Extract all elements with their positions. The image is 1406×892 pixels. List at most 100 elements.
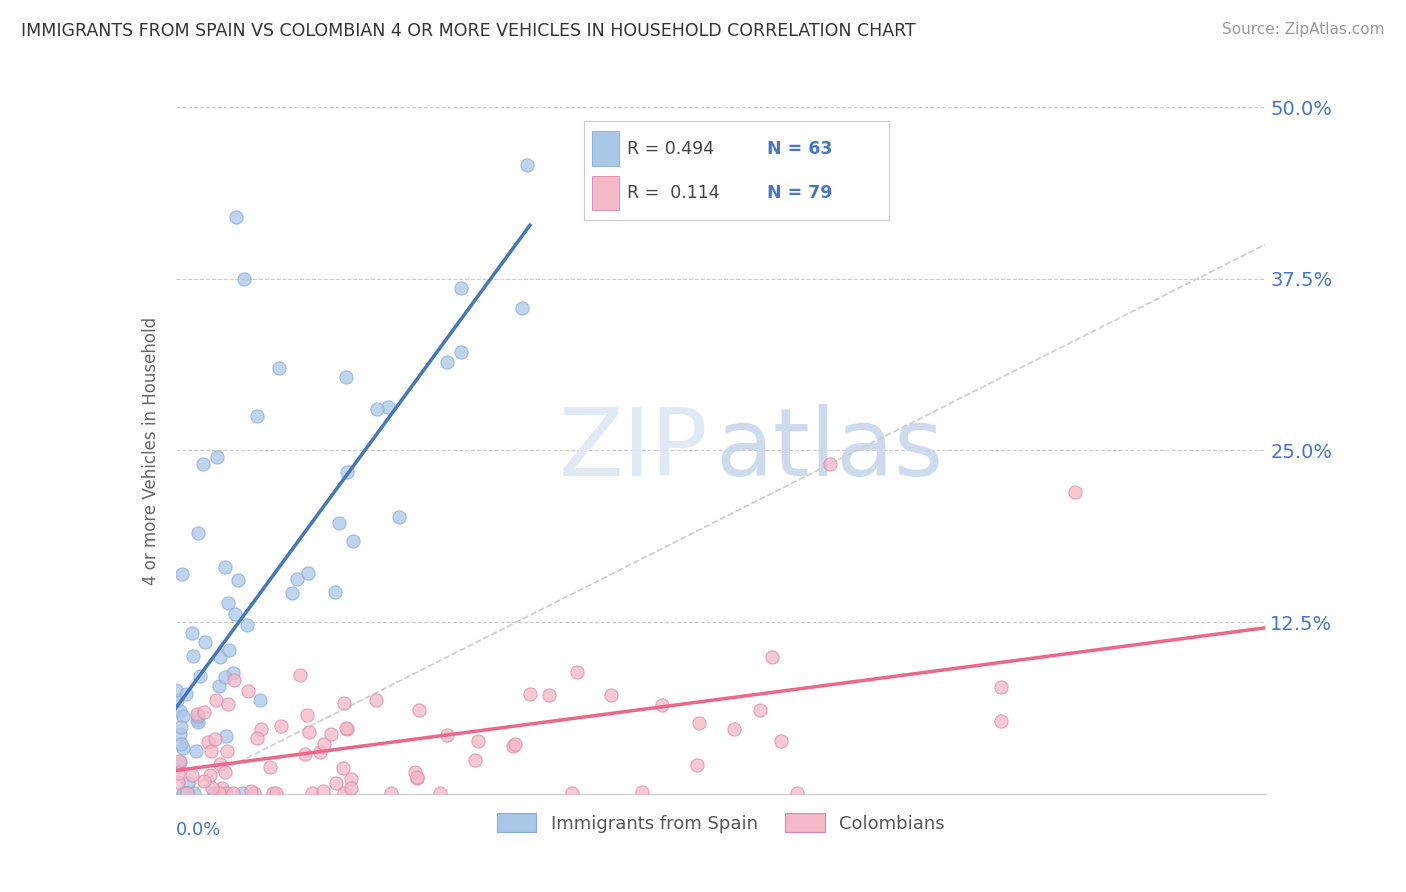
Point bbox=[231, 785, 253, 799]
Point bbox=[243, 785, 266, 799]
Point bbox=[561, 785, 583, 799]
Point bbox=[215, 744, 238, 758]
Point bbox=[169, 704, 191, 718]
Point bbox=[208, 785, 231, 799]
Point bbox=[406, 771, 429, 785]
Point bbox=[290, 668, 312, 682]
Point bbox=[187, 715, 209, 730]
Point bbox=[1063, 484, 1085, 499]
Point bbox=[467, 734, 489, 748]
Text: ZIP: ZIP bbox=[558, 404, 709, 497]
Point bbox=[236, 684, 259, 698]
Point bbox=[364, 693, 387, 707]
Point bbox=[166, 692, 188, 706]
Point bbox=[259, 760, 281, 774]
Point bbox=[295, 707, 318, 722]
Point bbox=[287, 572, 309, 586]
Point bbox=[184, 744, 207, 758]
Point bbox=[567, 665, 589, 680]
Point bbox=[186, 525, 209, 540]
Point bbox=[406, 770, 429, 784]
Point bbox=[214, 560, 236, 574]
Point bbox=[249, 693, 271, 707]
Point bbox=[328, 516, 350, 531]
Point bbox=[167, 759, 190, 773]
Point bbox=[380, 785, 402, 799]
Point bbox=[366, 402, 388, 417]
Point bbox=[224, 607, 246, 622]
Point bbox=[197, 735, 219, 749]
Point bbox=[176, 687, 198, 701]
Point bbox=[280, 586, 302, 600]
Point bbox=[297, 725, 319, 739]
Point bbox=[204, 732, 226, 747]
Point bbox=[165, 682, 187, 697]
Point bbox=[183, 785, 205, 799]
Point bbox=[339, 772, 361, 787]
Point bbox=[193, 774, 215, 789]
Point bbox=[761, 649, 783, 664]
Point bbox=[408, 703, 430, 717]
Point bbox=[450, 344, 472, 359]
Point bbox=[224, 673, 246, 688]
Point bbox=[176, 785, 198, 799]
Point bbox=[226, 573, 249, 587]
Point bbox=[512, 301, 534, 315]
Point bbox=[332, 761, 354, 775]
Point bbox=[537, 688, 560, 702]
Point bbox=[270, 718, 292, 732]
Point bbox=[173, 785, 195, 799]
Point bbox=[990, 714, 1012, 728]
Point bbox=[167, 766, 190, 780]
Point bbox=[170, 737, 193, 751]
Point bbox=[388, 509, 411, 524]
Point bbox=[519, 687, 541, 701]
Point bbox=[198, 768, 221, 782]
Point bbox=[215, 729, 238, 743]
Point bbox=[262, 785, 284, 799]
Text: IMMIGRANTS FROM SPAIN VS COLOMBIAN 4 OR MORE VEHICLES IN HOUSEHOLD CORRELATION C: IMMIGRANTS FROM SPAIN VS COLOMBIAN 4 OR … bbox=[21, 22, 915, 40]
Point bbox=[723, 722, 745, 736]
Point bbox=[176, 785, 198, 799]
Point bbox=[186, 706, 208, 721]
Point bbox=[769, 734, 792, 748]
Point bbox=[173, 785, 195, 799]
Point bbox=[335, 369, 357, 384]
Text: 0.0%: 0.0% bbox=[176, 822, 221, 839]
Point bbox=[222, 666, 245, 681]
Point bbox=[312, 783, 335, 797]
Point bbox=[172, 709, 194, 723]
Point bbox=[200, 744, 222, 758]
Point bbox=[333, 696, 356, 710]
Point bbox=[208, 757, 231, 772]
Point bbox=[193, 705, 215, 719]
Point bbox=[269, 361, 291, 376]
Point bbox=[308, 745, 330, 759]
Point bbox=[301, 785, 323, 799]
Point bbox=[990, 681, 1012, 695]
Point bbox=[651, 698, 673, 713]
Point bbox=[222, 785, 245, 799]
Point bbox=[429, 785, 451, 799]
Point bbox=[181, 625, 204, 640]
Point bbox=[335, 465, 357, 479]
Point bbox=[686, 758, 709, 772]
Point bbox=[749, 703, 772, 717]
Point bbox=[169, 727, 191, 741]
Point bbox=[264, 785, 287, 799]
Point bbox=[172, 740, 194, 755]
Text: Source: ZipAtlas.com: Source: ZipAtlas.com bbox=[1222, 22, 1385, 37]
Point bbox=[321, 727, 343, 741]
Point bbox=[503, 737, 526, 751]
Point bbox=[169, 755, 191, 769]
Point bbox=[181, 768, 204, 782]
Point bbox=[172, 785, 194, 799]
Point bbox=[172, 567, 194, 582]
Point bbox=[786, 785, 808, 799]
Point bbox=[232, 271, 254, 285]
Point bbox=[516, 158, 538, 172]
Point bbox=[209, 649, 232, 664]
Point bbox=[502, 739, 524, 754]
Point bbox=[176, 776, 198, 790]
Point bbox=[377, 400, 399, 414]
